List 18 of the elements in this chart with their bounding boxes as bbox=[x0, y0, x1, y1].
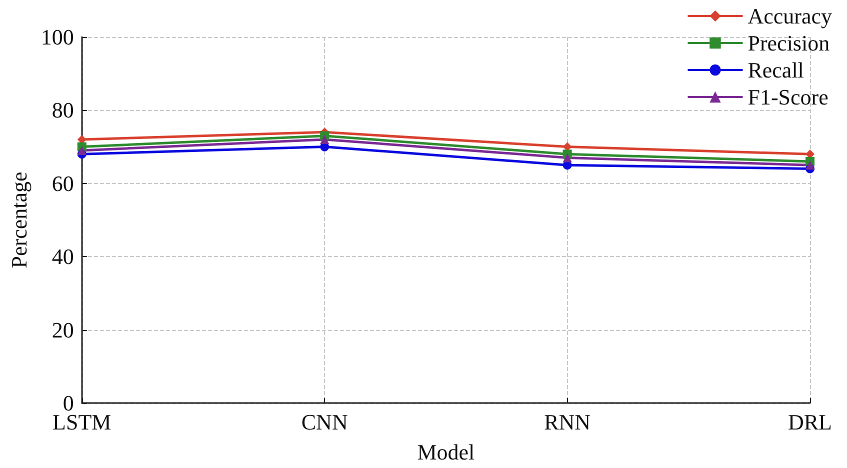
y-tick-label: 20 bbox=[52, 317, 74, 342]
y-tick-label: 100 bbox=[40, 24, 74, 50]
y-axis-title: Percentage bbox=[6, 172, 32, 268]
legend-label: Accuracy bbox=[748, 4, 832, 28]
x-tick-label: DRL bbox=[788, 410, 832, 434]
legend-label: Precision bbox=[748, 30, 830, 56]
y-tick-label: 60 bbox=[52, 170, 74, 196]
x-tick-label: RNN bbox=[544, 410, 591, 434]
x-tick-label: CNN bbox=[301, 410, 348, 434]
legend-label: Recall bbox=[748, 58, 804, 82]
legend-label: F1-Score bbox=[748, 84, 828, 110]
y-tick-label: 80 bbox=[52, 98, 74, 123]
y-tick-label: 40 bbox=[52, 244, 74, 270]
point bbox=[562, 153, 572, 162]
point bbox=[320, 134, 330, 144]
point bbox=[806, 160, 814, 170]
point bbox=[77, 146, 86, 155]
x-axis-title: Model bbox=[417, 440, 475, 464]
